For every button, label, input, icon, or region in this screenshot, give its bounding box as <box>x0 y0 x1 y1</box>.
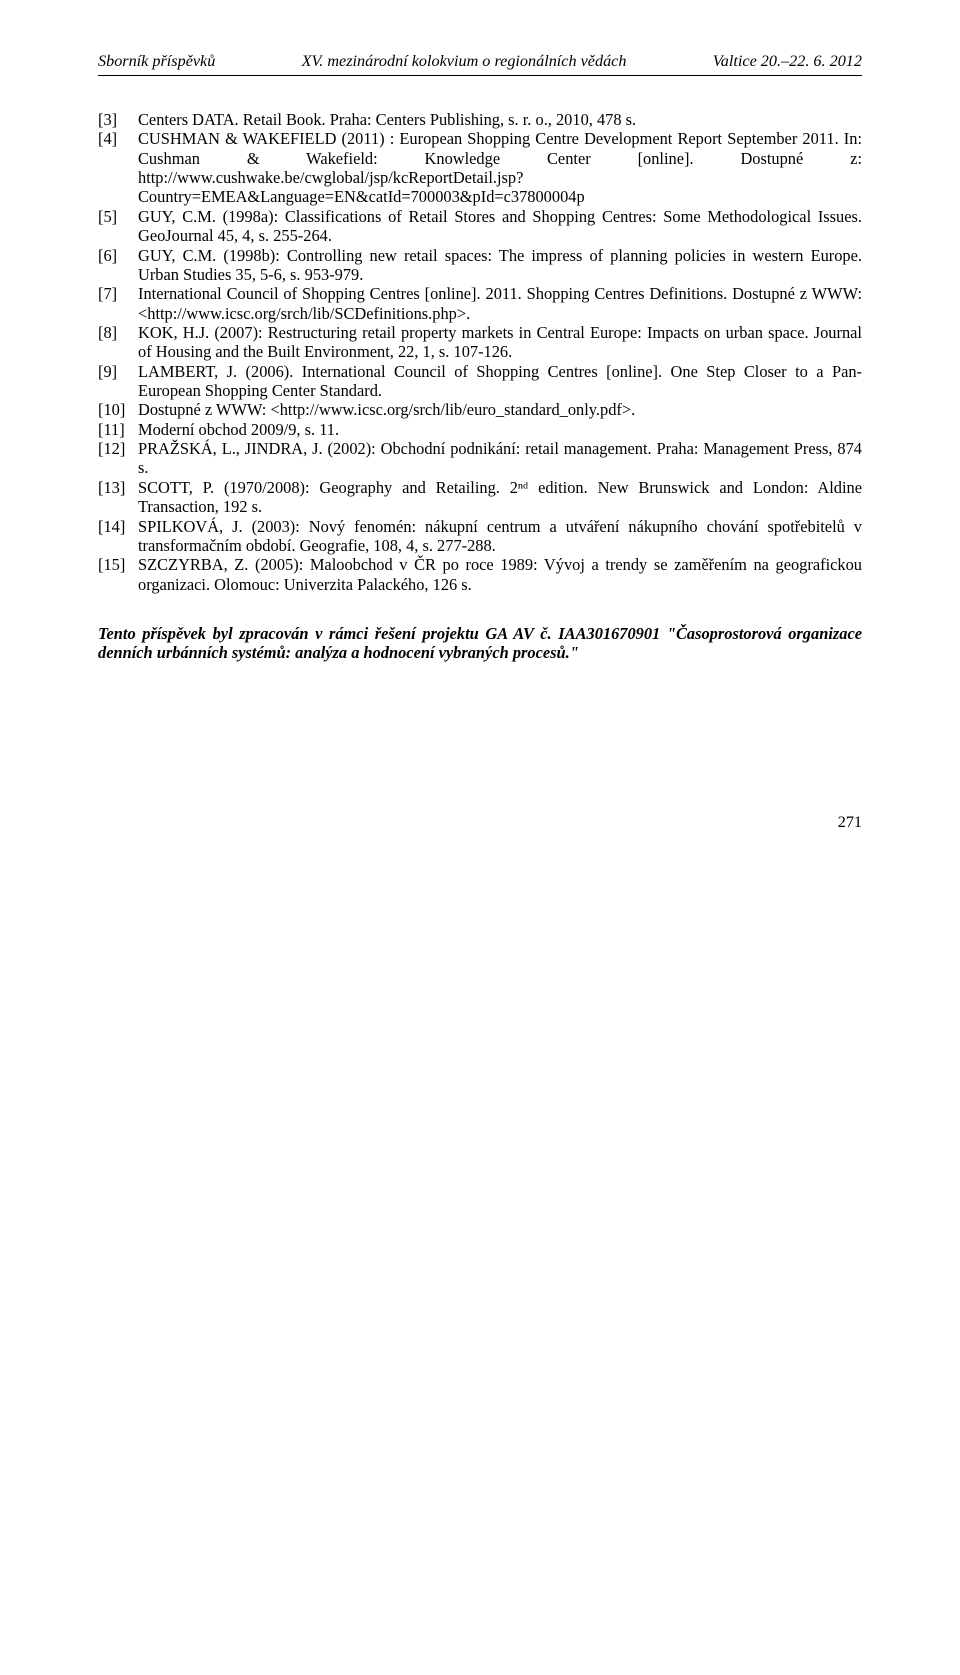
reference-item: [8] KOK, H.J. (2007): Restructuring reta… <box>98 323 862 362</box>
reference-item: [4] CUSHMAN & WAKEFIELD (2011) : Europea… <box>98 129 862 206</box>
reference-text: CUSHMAN & WAKEFIELD (2011) : European Sh… <box>138 129 862 206</box>
reference-text: GUY, C.M. (1998b): Controlling new retai… <box>138 246 862 285</box>
reference-item: [7] International Council of Shopping Ce… <box>98 284 862 323</box>
reference-item: [6] GUY, C.M. (1998b): Controlling new r… <box>98 246 862 285</box>
reference-number: [5] <box>98 207 138 246</box>
reference-item: [14] SPILKOVÁ, J. (2003): Nový fenomén: … <box>98 517 862 556</box>
reference-number: [3] <box>98 110 138 129</box>
reference-item: [15] SZCZYRBA, Z. (2005): Maloobchod v Č… <box>98 555 862 594</box>
reference-number: [6] <box>98 246 138 285</box>
reference-item: [13] SCOTT, P. (1970/2008): Geography an… <box>98 478 862 517</box>
reference-item: [10] Dostupné z WWW: <http://www.icsc.or… <box>98 400 862 419</box>
reference-item: [11] Moderní obchod 2009/9, s. 11. <box>98 420 862 439</box>
reference-number: [7] <box>98 284 138 323</box>
reference-number: [12] <box>98 439 138 478</box>
reference-text: International Council of Shopping Centre… <box>138 284 862 323</box>
header-right: Valtice 20.–22. 6. 2012 <box>713 52 862 71</box>
header-rule <box>98 75 862 76</box>
reference-number: [9] <box>98 362 138 401</box>
reference-number: [10] <box>98 400 138 419</box>
page-number: 271 <box>98 813 862 832</box>
reference-text: Dostupné z WWW: <http://www.icsc.org/src… <box>138 400 862 419</box>
reference-item: [5] GUY, C.M. (1998a): Classifications o… <box>98 207 862 246</box>
reference-number: [13] <box>98 478 138 517</box>
page: Sborník příspěvků XV. mezinárodní kolokv… <box>0 0 960 892</box>
reference-text: GUY, C.M. (1998a): Classifications of Re… <box>138 207 862 246</box>
reference-item: [9] LAMBERT, J. (2006). International Co… <box>98 362 862 401</box>
reference-text: SPILKOVÁ, J. (2003): Nový fenomén: nákup… <box>138 517 862 556</box>
reference-text: Centers DATA. Retail Book. Praha: Center… <box>138 110 862 129</box>
reference-text: Moderní obchod 2009/9, s. 11. <box>138 420 862 439</box>
acknowledgement: Tento příspěvek byl zpracován v rámci ře… <box>98 624 862 663</box>
reference-number: [11] <box>98 420 138 439</box>
reference-text: SCOTT, P. (1970/2008): Geography and Ret… <box>138 478 862 517</box>
reference-item: [3] Centers DATA. Retail Book. Praha: Ce… <box>98 110 862 129</box>
header-center: XV. mezinárodní kolokvium o regionálních… <box>302 52 627 71</box>
references-list: [3] Centers DATA. Retail Book. Praha: Ce… <box>98 110 862 594</box>
reference-number: [8] <box>98 323 138 362</box>
reference-text: SZCZYRBA, Z. (2005): Maloobchod v ČR po … <box>138 555 862 594</box>
reference-number: [14] <box>98 517 138 556</box>
header-left: Sborník příspěvků <box>98 52 215 71</box>
running-header: Sborník příspěvků XV. mezinárodní kolokv… <box>98 52 862 71</box>
reference-text: KOK, H.J. (2007): Restructuring retail p… <box>138 323 862 362</box>
reference-number: [15] <box>98 555 138 594</box>
reference-item: [12] PRAŽSKÁ, L., JINDRA, J. (2002): Obc… <box>98 439 862 478</box>
reference-number: [4] <box>98 129 138 206</box>
reference-text: PRAŽSKÁ, L., JINDRA, J. (2002): Obchodní… <box>138 439 862 478</box>
reference-text: LAMBERT, J. (2006). International Counci… <box>138 362 862 401</box>
